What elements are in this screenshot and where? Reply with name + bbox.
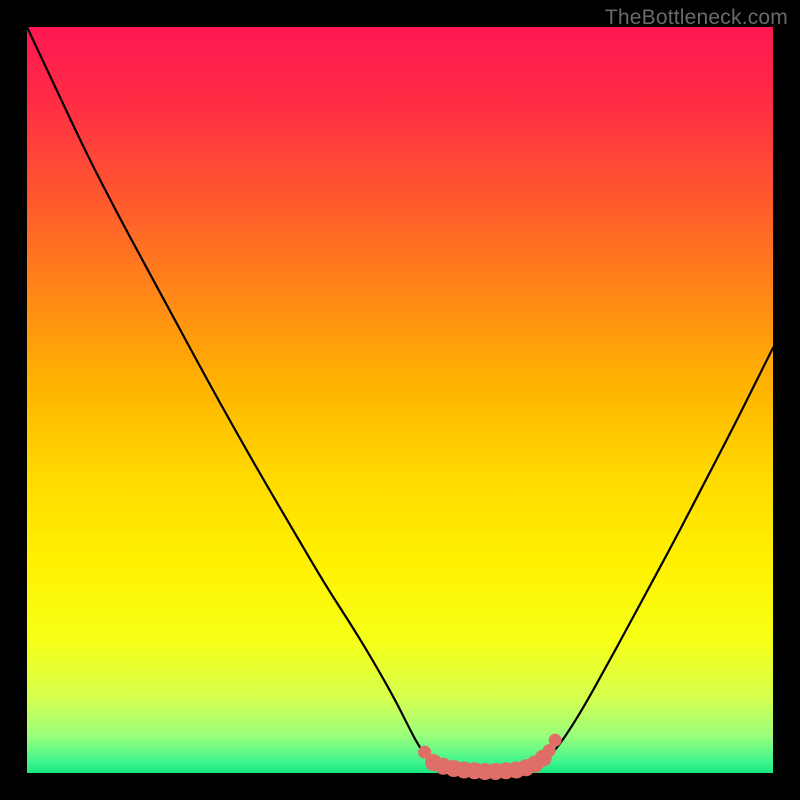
plot-background [27,27,773,773]
chart-svg [0,0,800,800]
highlight-marker [549,734,562,747]
bottleneck-chart: TheBottleneck.com [0,0,800,800]
